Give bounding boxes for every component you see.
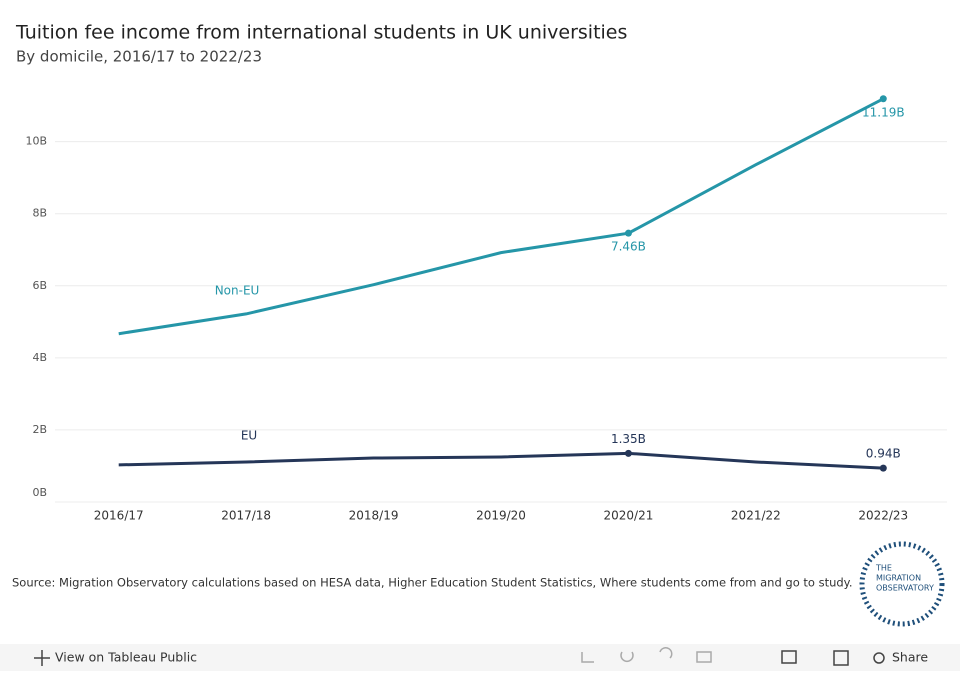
point — [624, 449, 632, 457]
logo-text: THE — [875, 564, 892, 573]
y-tick-label: 6B — [32, 279, 47, 292]
y-tick-label: 4B — [32, 351, 47, 364]
y-tick-label: 0B — [32, 486, 47, 499]
chart-subtitle: By domicile, 2016/17 to 2022/23 — [16, 48, 262, 66]
logo-text: MIGRATION — [876, 574, 921, 583]
series-label: Non-EU — [215, 284, 260, 298]
x-tick-label: 2016/17 — [94, 509, 144, 523]
value-label: 0.94B — [866, 447, 901, 461]
logo: THE MIGRATION OBSERVATORY — [859, 541, 945, 627]
y-tick-label: 2B — [32, 423, 47, 436]
point — [879, 95, 887, 103]
y-tick-label: 10B — [25, 135, 47, 148]
y-tick-label: 8B — [32, 207, 47, 220]
x-tick-label: 2021/22 — [731, 509, 781, 523]
source-note: Source: Migration Observatory calculatio… — [12, 576, 853, 590]
point — [879, 464, 887, 472]
x-tick-label: 2022/23 — [858, 509, 908, 523]
value-label: 1.35B — [611, 432, 646, 446]
x-tick-label: 2019/20 — [476, 509, 526, 523]
value-label: 7.46B — [611, 240, 646, 254]
logo-ring — [859, 541, 945, 627]
chart-title: Tuition fee income from international st… — [15, 22, 627, 44]
share-button[interactable]: Share — [892, 650, 928, 665]
toolbar-icons[interactable] — [581, 647, 885, 666]
value-label: 11.19B — [862, 105, 905, 119]
tableau-icon[interactable] — [34, 650, 50, 666]
view-link[interactable]: View on Tableau Public — [55, 650, 197, 665]
series-label: EU — [241, 429, 257, 443]
toolbar — [0, 644, 960, 671]
x-tick-label: 2020/21 — [603, 509, 653, 523]
series-line — [118, 97, 884, 336]
point — [624, 229, 632, 237]
logo-text: OBSERVATORY — [876, 584, 934, 593]
series-line — [118, 451, 884, 470]
x-tick-label: 2018/19 — [349, 509, 399, 523]
x-tick-label: 2017/18 — [221, 509, 271, 523]
